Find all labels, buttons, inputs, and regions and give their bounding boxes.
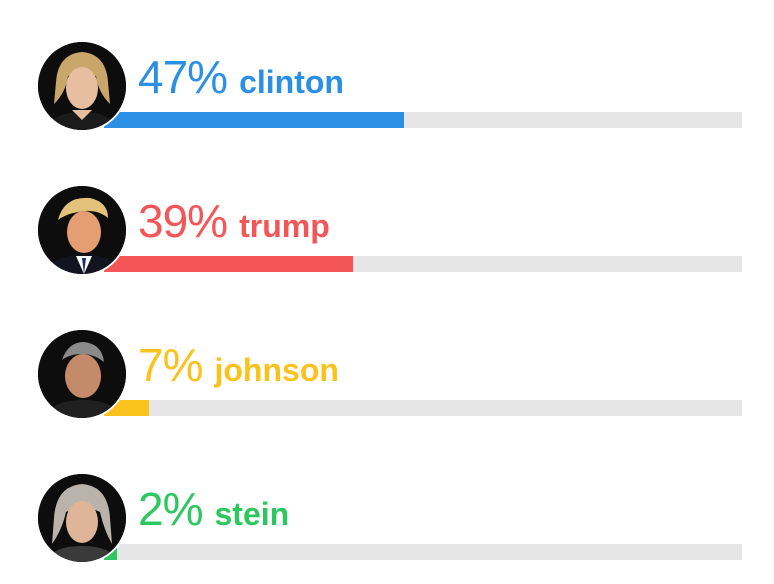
percent-label: 2% [138, 483, 203, 535]
bar-fill-clinton [104, 112, 404, 128]
candidate-name: trump [239, 208, 330, 244]
bar-track [104, 400, 742, 416]
candidate-label: 7% johnson [138, 338, 339, 392]
percent-label: 39% [138, 195, 228, 247]
johnson-portrait-icon [38, 330, 126, 418]
trump-portrait-icon [38, 186, 126, 274]
candidate-label: 47% clinton [138, 50, 344, 104]
bar-fill-johnson [104, 400, 149, 416]
stein-portrait-icon [38, 474, 126, 562]
bar-track [104, 112, 742, 128]
candidate-row-johnson: 7% johnson [0, 330, 774, 440]
candidate-name: stein [214, 496, 290, 532]
percent-label: 47% [138, 51, 228, 103]
bar-track [104, 544, 742, 560]
candidate-name: johnson [214, 352, 339, 388]
bar-track [104, 256, 742, 272]
candidate-name: clinton [239, 64, 344, 100]
candidate-row-stein: 2% stein [0, 474, 774, 584]
percent-label: 7% [138, 339, 203, 391]
candidate-row-trump: 39% trump [0, 186, 774, 296]
bar-fill-trump [104, 256, 353, 272]
candidate-label: 2% stein [138, 482, 289, 536]
clinton-portrait-icon [38, 42, 126, 130]
candidate-row-clinton: 47% clinton [0, 42, 774, 152]
candidate-label: 39% trump [138, 194, 330, 248]
